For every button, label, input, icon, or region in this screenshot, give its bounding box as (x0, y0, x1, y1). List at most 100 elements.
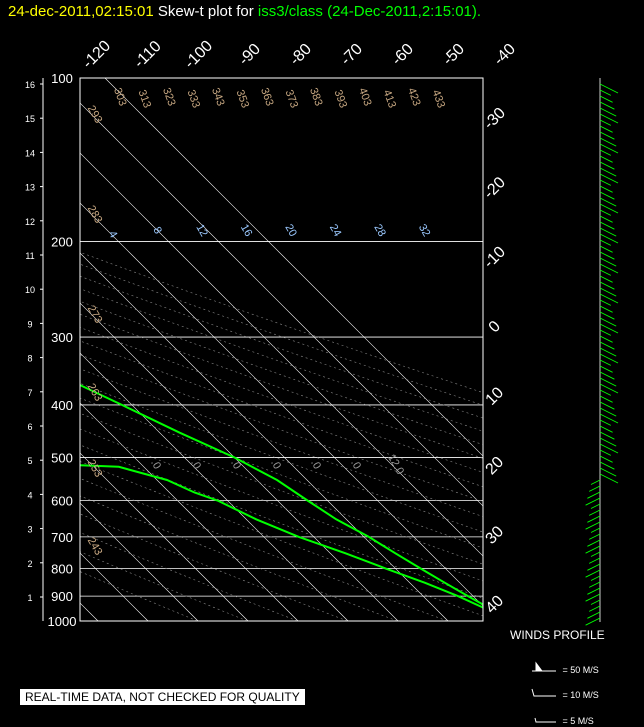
mixing-ratio-label: .0 (268, 458, 283, 472)
height-tick-label: 11 (25, 251, 34, 261)
wind-barb (599, 407, 617, 417)
title-time: 24-dec-2011,02:15:01 (8, 3, 154, 20)
height-tick-label: 4 (27, 490, 32, 500)
wind-barb (599, 215, 613, 223)
temperature-profile (80, 383, 483, 606)
wind-barb (599, 227, 617, 237)
height-tick-label: 13 (25, 183, 35, 193)
dry-adiabat-label: 393 (332, 88, 350, 109)
isotherm-line (80, 102, 483, 507)
isotherm-line (80, 602, 99, 621)
wind-barb (599, 389, 612, 396)
wind-barb (599, 329, 612, 336)
wind-barb (599, 299, 612, 306)
temperature-top-tick-label: -80 (287, 41, 315, 69)
wind-barb (599, 323, 619, 334)
wind-barb (599, 281, 615, 290)
wind-barb (587, 587, 601, 595)
wind-barb (599, 365, 613, 373)
wind-barb (599, 341, 615, 350)
dry-adiabat-line (80, 513, 348, 621)
height-tick-label: 15 (25, 114, 35, 124)
wind-barb (587, 515, 601, 523)
wind-barb (599, 347, 617, 357)
mixing-ratio-label: 4 (106, 229, 119, 240)
temperature-right-tick-label: 0 (486, 318, 504, 336)
wind-barb (599, 143, 619, 154)
dry-adiabat-label: 403 (356, 86, 374, 107)
wind-barb (587, 491, 601, 499)
temperature-right-tick-label: -20 (481, 174, 509, 202)
wind-barb (588, 605, 601, 612)
wind-barb (599, 263, 619, 274)
wind-barb (599, 89, 612, 96)
temperature-top-tick-label: -70 (338, 41, 366, 69)
dry-adiabat-label: 383 (307, 86, 325, 107)
plot-area (0, 78, 483, 621)
wind-barb (599, 257, 617, 267)
wind-barb (599, 149, 612, 156)
mixing-ratio-label: 8 (150, 225, 163, 236)
dry-adiabat-label: 363 (258, 86, 276, 107)
temperature-right-tick-label: 30 (483, 523, 508, 548)
isotherm-line (80, 352, 349, 621)
mixing-ratio-label: 24 (327, 222, 344, 239)
temperature-right-tick-label: 40 (483, 592, 508, 617)
wind-barb (599, 185, 613, 193)
pressure-tick-label: 700 (51, 530, 73, 545)
wind-barb (590, 575, 601, 581)
wind-barb (599, 311, 615, 320)
wind-barb (587, 611, 601, 619)
mixing-ratio-label: .0 (228, 458, 243, 472)
dry-adiabat-line (80, 251, 483, 393)
wind-barb (599, 467, 617, 477)
dry-adiabat-label: 323 (160, 86, 178, 107)
wind-barb (585, 521, 601, 530)
wind-barb (599, 383, 619, 394)
wind-key-5: = 5 M/S (530, 712, 594, 726)
wind-barb-50-icon (532, 661, 556, 672)
mixing-ratio-label: .0 (348, 458, 363, 472)
height-tick-label: 9 (27, 319, 32, 329)
wind-barb (599, 131, 615, 140)
dry-adiabat-line (80, 397, 483, 549)
wind-key-5-label: = 5 M/S (562, 716, 594, 726)
wind-barb (599, 377, 617, 387)
wind-barb (599, 137, 617, 147)
isotherm-line (80, 452, 249, 621)
dry-adiabat-label: 303 (111, 86, 129, 107)
wind-barb (599, 287, 617, 297)
title-platform: iss3/class (24-Dec-2011,2:15:01). (257, 3, 482, 20)
wind-barb (599, 269, 612, 276)
wind-barb (585, 617, 601, 626)
wind-key-50: = 50 M/S (530, 661, 599, 675)
mixing-ratio-label: .0 (148, 458, 163, 472)
dry-adiabat-label: 263 (85, 382, 105, 404)
mixing-ratio-label: 32 (416, 222, 433, 239)
chart-title: 24-dec-2011,02:15:01 Skew-t plot for iss… (8, 3, 481, 20)
temperature-right-tick-label: -10 (481, 243, 509, 271)
dry-adiabat-label: 333 (185, 88, 203, 109)
wind-barb (599, 419, 612, 426)
wind-barb (599, 293, 619, 304)
height-tick-label: 1 (27, 593, 32, 603)
wind-key-10: = 10 M/S (530, 686, 599, 700)
wind-barb (585, 497, 601, 506)
wind-barb (599, 473, 619, 484)
wind-barb (599, 461, 615, 470)
height-tick-label: 7 (27, 388, 32, 398)
height-tick-label: 5 (27, 456, 32, 466)
temperature-top-tick-label: -100 (181, 37, 216, 72)
wind-barb (599, 245, 613, 253)
dry-adiabat-line (80, 444, 483, 599)
isotherm-line (0, 78, 48, 621)
isotherm-line (80, 152, 483, 557)
wind-barb (599, 239, 612, 246)
wind-barb (588, 581, 601, 588)
dry-adiabat-line (80, 551, 248, 621)
temperature-top-tick-label: -50 (440, 41, 468, 69)
height-tick-label: 2 (27, 559, 32, 569)
dry-adiabat-label: 373 (283, 88, 301, 109)
wind-barb (587, 539, 601, 547)
